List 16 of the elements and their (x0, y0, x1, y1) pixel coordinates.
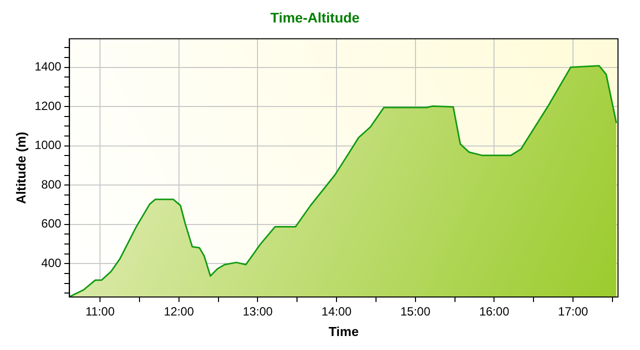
y-tick-label: 1000 (34, 138, 62, 152)
x-tick-label: 12:00 (164, 304, 194, 319)
x-tick-label: 14:00 (322, 304, 352, 319)
x-axis-title: Time (328, 324, 359, 339)
x-tick-label: 13:00 (242, 304, 274, 319)
x-tick-label: 11:00 (85, 304, 115, 319)
x-tick-label: 15:00 (400, 304, 431, 319)
y-tick-label: 800 (41, 177, 62, 192)
y-tick-label: 1400 (34, 60, 62, 74)
y-tick-label: 400 (41, 256, 62, 270)
x-tick-label: 17:00 (558, 304, 588, 319)
chart-title: Time-Altitude (270, 9, 360, 26)
y-tick-label: 600 (41, 216, 62, 231)
x-tick-label: 16:00 (479, 304, 510, 319)
y-axis-title: Altitude (m) (13, 132, 28, 204)
y-tick-label: 1200 (34, 98, 62, 113)
